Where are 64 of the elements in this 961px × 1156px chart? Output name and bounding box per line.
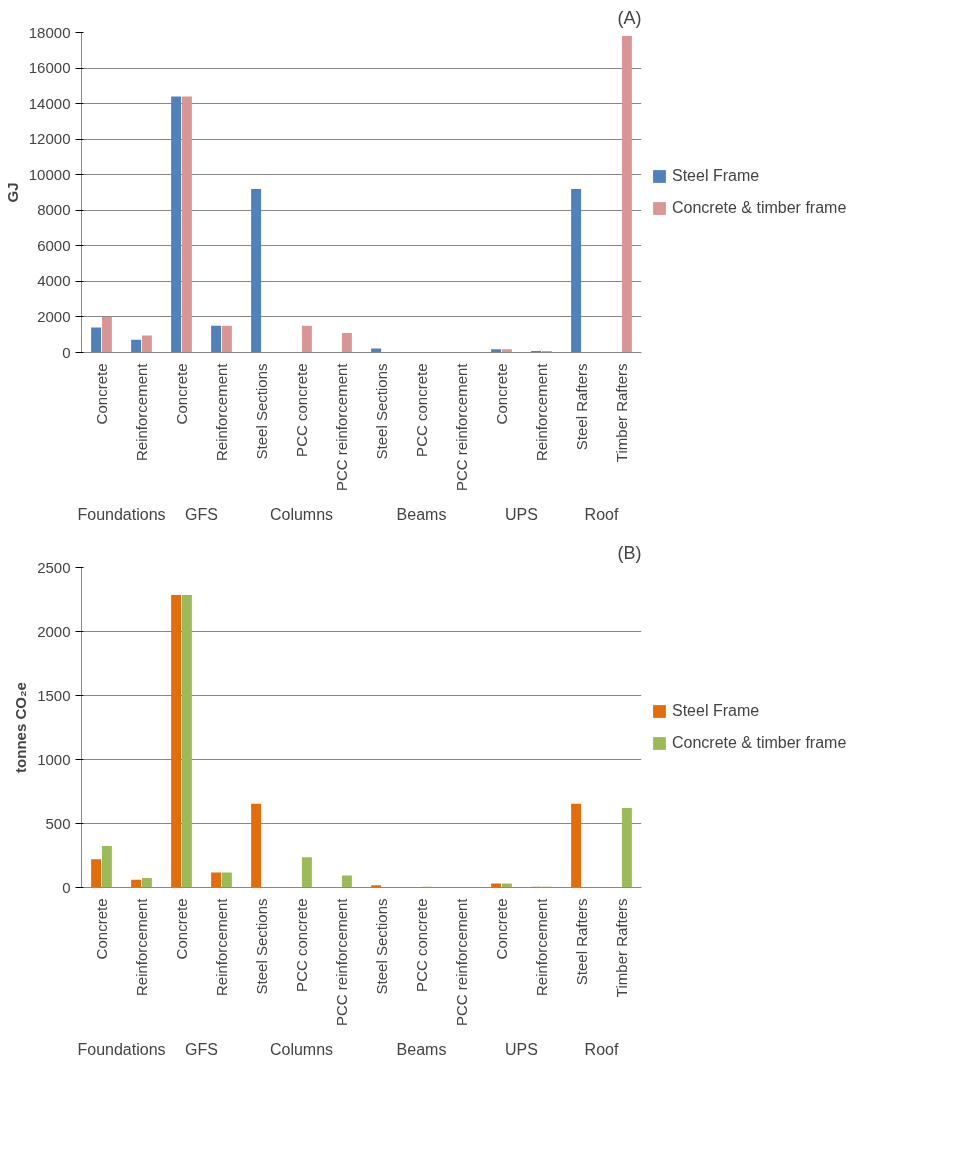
y-tick-label: 16000 <box>28 59 71 77</box>
x-tick-label: Reinforcement <box>533 897 550 997</box>
y-tick-label: 14000 <box>28 94 71 112</box>
x-tick-label: PCC reinforcement <box>333 362 350 492</box>
text: Beams <box>396 505 447 523</box>
x-tick-label: Reinforcement <box>213 897 230 997</box>
y-tick-label: 18000 <box>28 23 71 41</box>
y-tick-label: 4000 <box>37 272 71 290</box>
y-tick-label: 2500 <box>37 558 71 576</box>
y-tick-label: 0 <box>62 343 71 361</box>
y-tick-label: 1500 <box>37 686 71 704</box>
text: Beams <box>396 1040 447 1058</box>
x-tick-label: Steel Sections <box>253 898 270 995</box>
y-tick-label: 2000 <box>37 622 71 640</box>
x-tick-label: Steel Sections <box>373 363 390 460</box>
y-tick-label: 0 <box>62 878 71 896</box>
text: (B) <box>617 542 642 563</box>
y-tick-label: 500 <box>45 814 71 832</box>
x-tick-label: Timber Rafters <box>613 363 630 463</box>
x-tick-label: PCC concrete <box>413 898 430 992</box>
x-tick-label: Concrete <box>93 898 110 960</box>
legend-label: Steel Frame <box>672 167 760 185</box>
y-tick-label: 12000 <box>28 130 71 148</box>
text: GFS <box>185 1040 218 1058</box>
x-tick-label: Steel Rafters <box>573 363 590 451</box>
legend-label: Concrete & timber frame <box>672 199 847 217</box>
y-axis-title: tonnes CO₂e <box>12 682 30 773</box>
legend-label: Concrete & timber frame <box>672 734 847 752</box>
x-tick-label: Concrete <box>173 898 190 960</box>
x-tick-label: Concrete <box>493 363 510 425</box>
x-tick-label: Reinforcement <box>213 362 230 462</box>
text: Columns <box>269 505 334 523</box>
x-tick-label: Steel Sections <box>373 898 390 995</box>
x-tick-label: Concrete <box>93 363 110 425</box>
x-tick-label: PCC reinforcement <box>453 362 470 492</box>
x-tick-label: PCC concrete <box>413 363 430 457</box>
text: GFS <box>185 505 218 523</box>
x-tick-label: Steel Rafters <box>573 898 590 986</box>
y-tick-label: 10000 <box>28 165 71 183</box>
text: UPS <box>505 1040 538 1058</box>
x-tick-label: Reinforcement <box>133 897 150 997</box>
y-axis-title: GJ <box>3 182 21 203</box>
y-tick-label: 6000 <box>37 236 71 254</box>
x-tick-label: Timber Rafters <box>613 898 630 998</box>
y-tick-label: 2000 <box>37 307 71 325</box>
text: UPS <box>505 505 538 523</box>
text: Roof <box>584 505 619 523</box>
x-tick-label: Reinforcement <box>533 362 550 462</box>
y-tick-label: 1000 <box>37 750 71 768</box>
x-tick-label: PCC concrete <box>293 898 310 992</box>
x-tick-label: Concrete <box>173 363 190 425</box>
x-tick-label: Steel Sections <box>253 363 270 460</box>
text: Foundations <box>77 1040 166 1058</box>
text: (A) <box>617 7 642 28</box>
legend-label: Steel Frame <box>672 702 760 720</box>
x-tick-label: Reinforcement <box>133 362 150 462</box>
text: Columns <box>269 1040 334 1058</box>
text: Foundations <box>77 505 166 523</box>
y-tick-label: 8000 <box>37 201 71 219</box>
x-tick-label: PCC reinforcement <box>333 897 350 1027</box>
text: Roof <box>584 1040 619 1058</box>
x-tick-label: PCC concrete <box>293 363 310 457</box>
x-tick-label: Concrete <box>493 898 510 960</box>
x-tick-label: PCC reinforcement <box>453 897 470 1027</box>
